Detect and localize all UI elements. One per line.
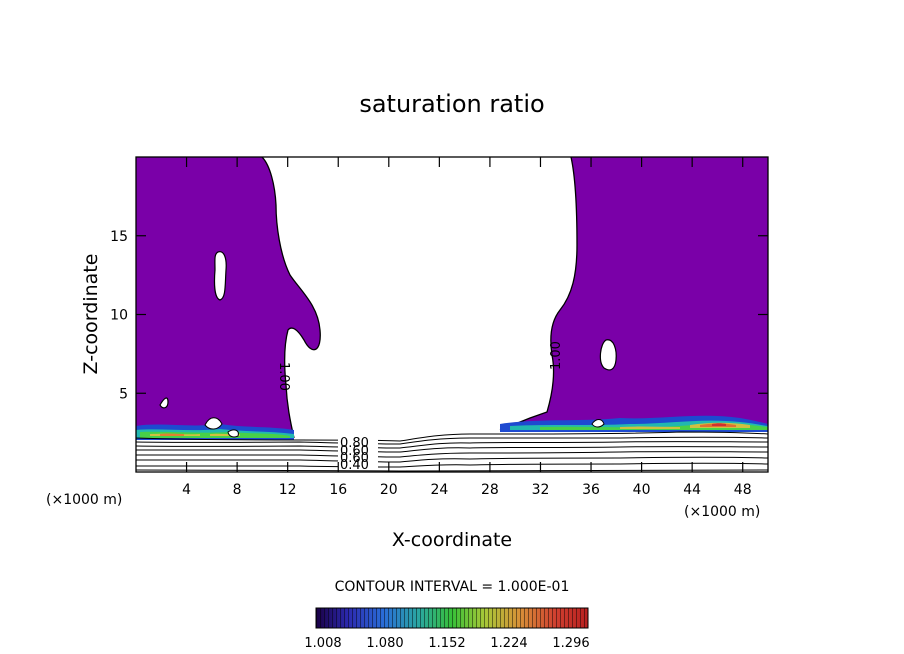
x-tick-label: 48	[734, 482, 752, 498]
x-unit-label-left: (×1000 m)	[46, 492, 122, 508]
contour-label: 1.00	[276, 362, 291, 391]
x-tick-label: 32	[532, 482, 550, 498]
plot-area	[136, 157, 768, 472]
colorbar-tick-label: 1.224	[490, 636, 527, 651]
y-tick-label: 5	[119, 386, 128, 402]
clear-bubble	[213, 251, 227, 301]
colorbar-tick-label: 1.008	[304, 636, 341, 651]
contour-label: 0.40	[340, 458, 369, 473]
x-axis-label: X-coordinate	[392, 529, 512, 551]
clear-bubble	[599, 339, 617, 371]
y-axis-label: Z-coordinate	[80, 254, 102, 375]
contour-line-1.00	[261, 157, 321, 439]
contour-line-1.00	[499, 157, 578, 431]
x-tick-label: 16	[329, 482, 347, 498]
x-tick-label: 4	[182, 482, 191, 498]
colorbar-tick-label: 1.152	[428, 636, 465, 651]
x-tick-label: 8	[233, 482, 242, 498]
high-supersaturation-band-left	[136, 417, 294, 440]
x-tick-label: 12	[279, 482, 297, 498]
colorbar-tick-label: 1.296	[552, 636, 589, 651]
clear-bubble	[159, 397, 169, 409]
contour-label: 1.00	[549, 341, 564, 370]
colorbar	[315, 607, 589, 629]
contour-label: 0.60	[340, 444, 369, 459]
contour-label: 0.60	[340, 451, 369, 466]
x-tick-label: 20	[380, 482, 398, 498]
colorbar-tick-label: 1.080	[366, 636, 403, 651]
supersaturated-region-right	[500, 157, 768, 430]
x-tick-label: 44	[683, 482, 701, 498]
y-axis: 5 10 15	[110, 229, 768, 402]
contour-label: 0.80	[340, 436, 369, 451]
x-axis: 4 8 12 16 20 24 28 32 36 40 44 48	[182, 157, 752, 498]
x-tick-label: 24	[430, 482, 448, 498]
x-unit-label-right: (×1000 m)	[684, 504, 760, 520]
y-tick-label: 10	[110, 308, 128, 324]
x-tick-label: 40	[633, 482, 651, 498]
colorbar-labels: 1.008 1.080 1.152 1.224 1.296	[304, 636, 589, 651]
x-tick-label: 28	[481, 482, 499, 498]
high-supersaturation-band-right	[500, 415, 768, 432]
supersaturated-region-left	[136, 157, 321, 438]
x-tick-label: 36	[582, 482, 600, 498]
contour-interval-label: CONTOUR INTERVAL = 1.000E-01	[335, 579, 570, 595]
chart-title: saturation ratio	[359, 90, 544, 118]
y-tick-label: 15	[110, 229, 128, 245]
